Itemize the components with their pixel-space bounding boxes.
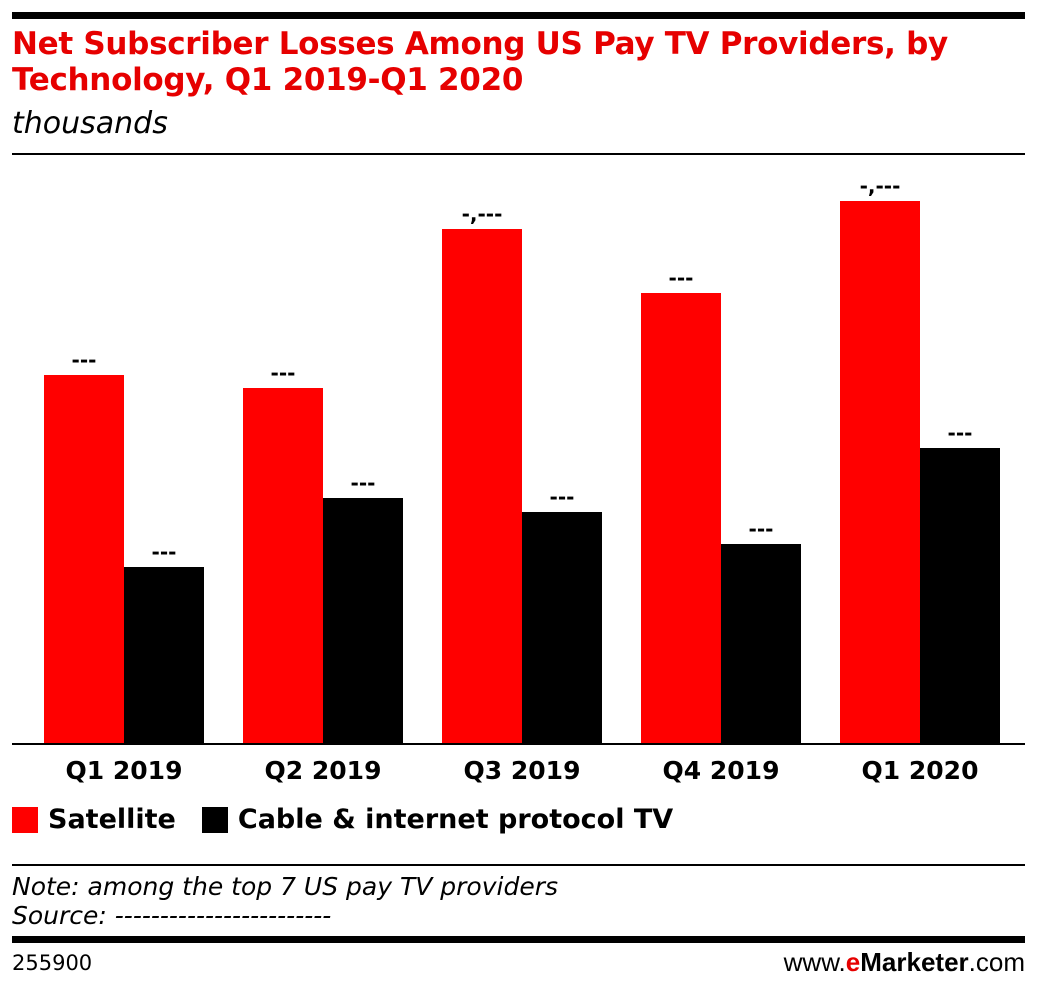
bar-satellite	[840, 201, 920, 744]
data-label: ---	[550, 485, 575, 509]
data-label: ---	[271, 361, 296, 385]
emarketer-logo: www.eMarketer.com	[783, 947, 1025, 977]
bar-cable	[522, 512, 602, 744]
bar-cable	[323, 498, 403, 744]
x-tick-label: Q1 2019	[66, 756, 183, 785]
note-divider	[12, 864, 1025, 866]
data-label: ---	[948, 421, 973, 445]
top-rule	[12, 12, 1025, 19]
x-tick-label: Q1 2020	[862, 756, 979, 785]
data-label: -,---	[462, 202, 503, 226]
footer-rule	[12, 936, 1025, 943]
data-label: ---	[749, 517, 774, 541]
data-label: ---	[72, 348, 97, 372]
bar-satellite	[44, 375, 124, 744]
note-text: Note: among the top 7 US pay TV provider…	[12, 872, 559, 901]
x-tick-label: Q4 2019	[663, 756, 780, 785]
legend-swatch-satellite	[12, 806, 38, 833]
bar-cable	[124, 567, 204, 744]
legend-swatch-cable	[201, 806, 228, 833]
x-tick-label: Q3 2019	[464, 756, 581, 785]
bar-satellite	[243, 388, 323, 744]
bar-satellite	[641, 293, 721, 744]
bar-cable	[721, 544, 801, 744]
chart-title: Net Subscriber Losses Among US Pay TV Pr…	[12, 26, 948, 98]
data-label: ---	[351, 471, 376, 495]
x-tick-label: Q2 2019	[265, 756, 382, 785]
legend-label-cable: Cable & internet protocol TV	[237, 804, 674, 835]
data-label: ---	[152, 540, 177, 564]
data-label: -,---	[860, 174, 901, 198]
title-divider	[12, 153, 1025, 155]
legend-label-satellite: Satellite	[48, 804, 176, 835]
bar-chart: --- --- Q1 2019 --- --- Q2 2019 -,--- --- Q3 201…	[12, 174, 1025, 785]
source-text: Source: ------------------------	[12, 901, 332, 930]
legend: Satellite Cable & internet protocol TV	[12, 804, 673, 835]
bar-satellite	[442, 229, 522, 744]
footnote: Note: among the top 7 US pay TV provider…	[12, 872, 558, 930]
bar-cable	[920, 448, 1000, 744]
chart-id: 255900	[12, 951, 93, 975]
chart-subtitle: thousands	[12, 106, 168, 141]
data-label: ---	[669, 266, 694, 290]
